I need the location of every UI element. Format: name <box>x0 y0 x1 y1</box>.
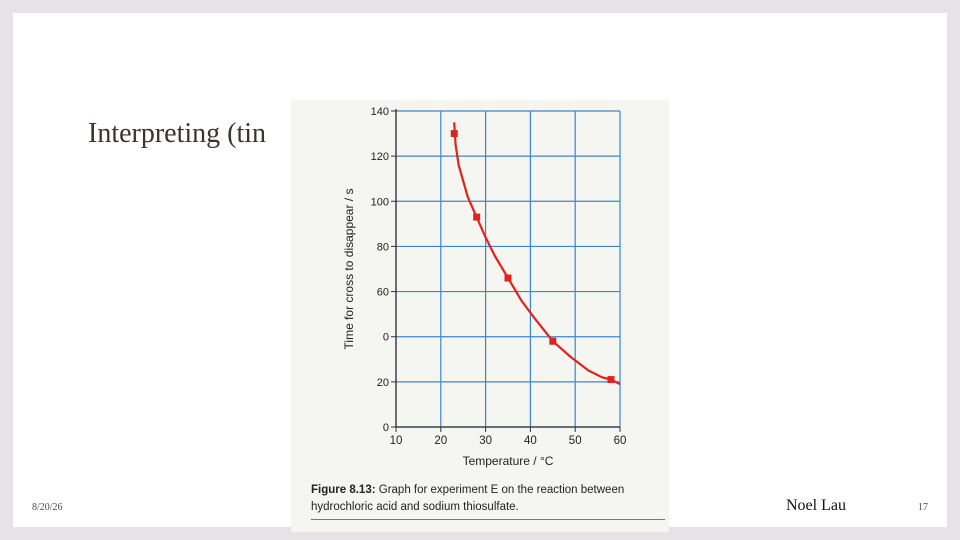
data-point <box>607 376 615 384</box>
y-axis-label: Time for cross to disappear / s <box>342 189 356 350</box>
x-tick-label: 10 <box>390 435 403 447</box>
x-axis-label: Temperature / °C <box>463 454 554 468</box>
figure-caption-text: Graph for experiment E on the reaction b… <box>311 484 625 513</box>
y-tick-label: 60 <box>377 287 389 299</box>
x-tick-label: 50 <box>569 435 582 447</box>
y-tick-label: 0 <box>383 422 389 434</box>
footer-date: 8/20/26 <box>32 502 63 513</box>
data-point <box>504 274 512 282</box>
y-tick-label: 0 <box>383 332 389 344</box>
figure-caption: Figure 8.13: Graph for experiment E on t… <box>311 482 661 516</box>
data-point <box>450 130 458 138</box>
footer-author: Noel Lau <box>786 497 846 514</box>
data-point <box>473 213 481 221</box>
x-tick-label: 60 <box>614 435 627 447</box>
data-point <box>549 337 557 345</box>
x-tick-label: 20 <box>434 435 447 447</box>
temperature-time-chart: 0 20 0 60 80 100 120 140 10 20 30 40 50 60 Temperature… <box>342 106 627 468</box>
y-tick-label: 20 <box>377 377 389 389</box>
y-tick-label: 120 <box>371 151 389 163</box>
caption-divider <box>311 519 665 520</box>
figure-caption-label: Figure 8.13: <box>311 484 376 496</box>
figure-image: 0 20 0 60 80 100 120 140 10 20 30 40 50 60 Temperature… <box>291 100 669 532</box>
x-tick-label: 30 <box>479 435 492 447</box>
x-tick-label: 40 <box>524 435 537 447</box>
series-line <box>453 122 621 386</box>
footer-page-number: 17 <box>918 502 928 513</box>
y-tick-label: 80 <box>377 241 389 253</box>
y-tick-label: 140 <box>371 106 389 118</box>
slide-title: Interpreting (tin <box>88 118 267 149</box>
y-tick-label: 100 <box>371 196 389 208</box>
